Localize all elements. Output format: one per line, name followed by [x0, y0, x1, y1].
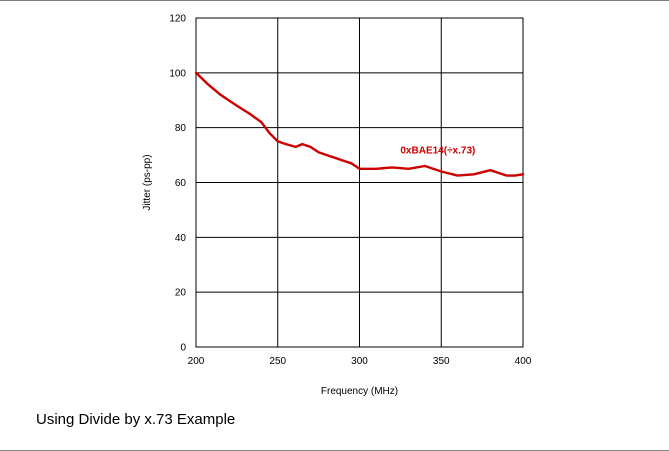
x-tick-label: 300: [351, 356, 368, 367]
y-tick-label: 0: [180, 343, 186, 354]
x-tick-label: 250: [269, 356, 286, 367]
x-tick-label: 200: [188, 356, 205, 367]
y-tick-label: 20: [175, 288, 187, 299]
y-tick-label: 80: [175, 123, 187, 134]
series-line-0: [194, 71, 525, 177]
plot-border: [195, 17, 524, 348]
y-tick-label: 60: [175, 178, 187, 189]
x-tick-label: 350: [433, 356, 450, 367]
chart-grid: [195, 17, 524, 348]
series-annotation: 0xBAE14(÷x.73): [400, 146, 475, 157]
y-tick-labels: 0 20 40 60 80 100 120: [169, 14, 186, 354]
x-axis-label: Frequency (MHz): [321, 386, 398, 397]
y-tick-label: 120: [169, 14, 186, 25]
y-axis-label: Jitter (ps-pp): [142, 154, 153, 210]
x-tick-label: 400: [515, 356, 532, 367]
y-tick-label: 40: [175, 233, 187, 244]
y-tick-label: 100: [169, 68, 186, 79]
x-tick-labels: 200 250 300 350 400: [188, 356, 532, 367]
figure-caption: Using Divide by x.73 Example: [36, 411, 236, 428]
jitter-vs-frequency-chart: 0 20 40 60 80 100 120 200 250 300 350 400 0xBAE14(…: [142, 14, 532, 398]
series-group: [194, 71, 525, 177]
